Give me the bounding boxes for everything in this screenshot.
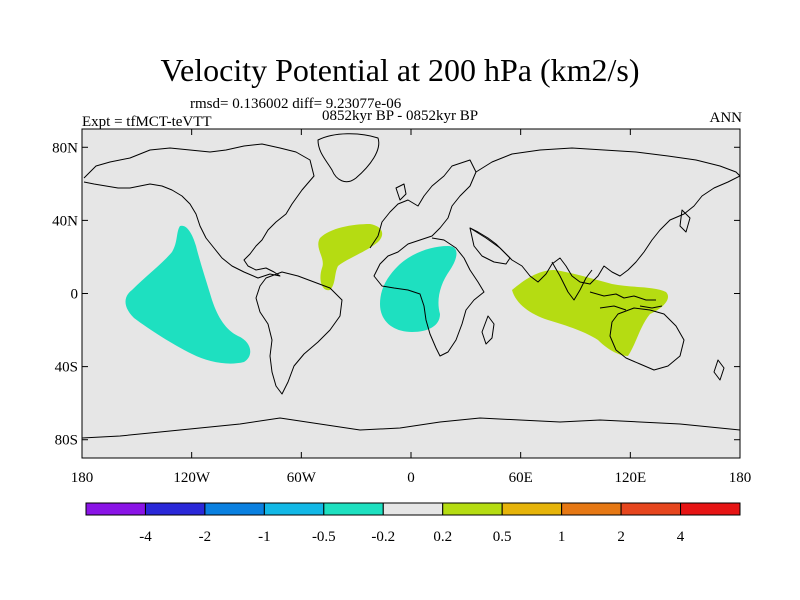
colorbar-label: -1 [258, 529, 271, 545]
lat-label: 80S [55, 433, 78, 449]
lat-label: 80N [52, 140, 78, 156]
south-america-coast [255, 271, 343, 395]
lon-label: 120W [173, 470, 211, 486]
colorbar-label: 4 [677, 529, 685, 545]
asia-coast [469, 147, 740, 285]
lon-label: 0 [407, 470, 415, 486]
colorbar-label: -0.2 [371, 529, 395, 545]
east-pacific-negative-area [125, 225, 251, 364]
antarctica-coast [82, 417, 740, 439]
lon-label: 60E [509, 470, 533, 486]
colorbar-label: -2 [199, 529, 212, 545]
north-atlantic-positive-area [318, 224, 383, 291]
australia-coast [609, 307, 685, 371]
madagascar-coast [481, 315, 495, 345]
colorbar-label: 0.5 [493, 529, 512, 545]
longitude-axis: 180 120W 60W 0 60E 120E 180 [71, 129, 752, 486]
new-zealand-coast [713, 359, 725, 381]
lat-label: 0 [71, 287, 79, 303]
colorbar-box [442, 502, 503, 516]
colorbar-label: 0.2 [433, 529, 452, 545]
lon-label: 180 [71, 470, 94, 486]
lat-label: 40S [55, 360, 78, 376]
colorbar-box [382, 502, 444, 516]
colorbar-box [620, 502, 682, 516]
map-title: Velocity Potential at 200 hPa (km2/s) [160, 52, 640, 88]
colorbar-box [561, 502, 622, 516]
lon-label: 180 [729, 470, 752, 486]
maritime-continent-coast [589, 291, 663, 311]
north-america-coast [83, 143, 315, 279]
colorbar-label: 2 [617, 529, 625, 545]
colorbar-label: -0.5 [312, 529, 336, 545]
experiment-label: Expt = tfMCT-teVTT [82, 114, 212, 130]
coastlines [82, 133, 740, 439]
stats-label: rmsd= 0.136002 diff= 9.23077e-06 [190, 96, 402, 112]
season-label: ANN [709, 110, 743, 126]
lon-label: 120E [614, 470, 646, 486]
period-label: 0852kyr BP - 0852kyr BP [322, 108, 479, 124]
colorbar: -4 -2 -1 -0.5 -0.2 0.2 0.5 1 2 4 [85, 502, 741, 545]
europe-africa-coast [369, 159, 485, 357]
colorbar-label: 1 [558, 529, 566, 545]
colorbar-box [501, 502, 563, 516]
latitude-axis: 80N 40N 0 40S 80S [52, 140, 740, 449]
japan-coast [679, 209, 691, 233]
colorbar-box [323, 502, 384, 516]
india-coast [551, 261, 593, 301]
colorbar-box [144, 502, 206, 516]
colorbar-label: -4 [139, 529, 152, 545]
uk-coast [395, 183, 407, 201]
colorbar-box [263, 502, 325, 516]
indian-ocean-maritime-positive-area [512, 270, 669, 356]
colorbar-box [680, 502, 741, 516]
greenland-coast [317, 133, 380, 183]
arabia-coast [469, 227, 511, 265]
lat-label: 40N [52, 213, 78, 229]
colorbar-box [204, 502, 265, 516]
lon-label: 60W [287, 470, 317, 486]
colorbar-box [85, 502, 146, 516]
west-africa-atlantic-negative-area [380, 246, 457, 332]
